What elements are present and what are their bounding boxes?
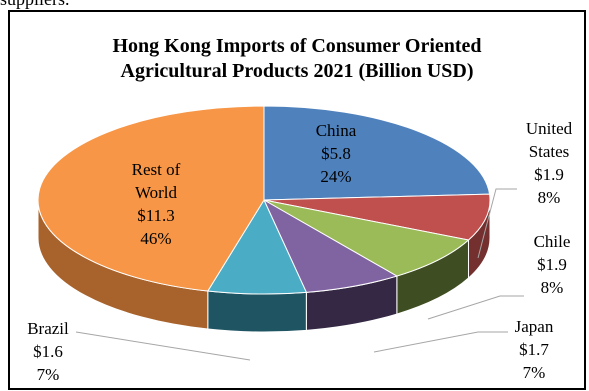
pie-side-brazil bbox=[207, 290, 307, 333]
leader-line-united-states bbox=[477, 188, 517, 259]
chart-title: Hong Kong Imports of Consumer Oriented A… bbox=[10, 34, 584, 84]
chart-frame: Hong Kong Imports of Consumer Oriented A… bbox=[8, 10, 586, 390]
slice-label-row-value: $11.3 bbox=[137, 206, 175, 225]
slice-label-brazil-percent: 7% bbox=[36, 365, 60, 384]
leader-line-brazil bbox=[75, 331, 251, 361]
pie-slice-united-states bbox=[263, 193, 491, 241]
slice-label-chile-value: $1.9 bbox=[537, 255, 567, 274]
chart-title-line-1: Hong Kong Imports of Consumer Oriented bbox=[112, 35, 482, 57]
slice-label-japan-value: $1.7 bbox=[519, 340, 549, 359]
leader-line-japan bbox=[373, 331, 508, 353]
slice-label-chile-percent: 8% bbox=[540, 278, 564, 297]
slice-label-china-percent: 24% bbox=[320, 167, 352, 186]
slice-label-brazil-name: Brazil bbox=[27, 319, 69, 338]
slice-label-united-states: United States $1.9 8% bbox=[516, 117, 582, 209]
leader-lines bbox=[75, 188, 524, 361]
pie-slice-rest-of-world bbox=[37, 105, 265, 292]
slice-label-chile: Chile $1.9 8% bbox=[524, 230, 580, 299]
slice-label-japan-percent: 7% bbox=[522, 363, 546, 382]
chart-title-line-2: Agricultural Products 2021 (Billion USD) bbox=[120, 60, 474, 82]
preceding-text: suppliers. bbox=[0, 0, 70, 10]
slice-label-china: China $5.8 24% bbox=[298, 119, 374, 188]
slice-label-row-name-2: World bbox=[134, 183, 178, 202]
pie-slice-chile bbox=[263, 199, 470, 277]
slice-label-china-name: China bbox=[315, 121, 357, 140]
slice-label-china-value: $5.8 bbox=[321, 144, 351, 163]
slice-label-japan-name: Japan bbox=[514, 317, 554, 336]
slice-label-japan: Japan $1.7 7% bbox=[506, 315, 562, 384]
pie-slice-china bbox=[263, 105, 491, 201]
slice-label-brazil-value: $1.6 bbox=[33, 342, 63, 361]
slice-label-us-name-2: States bbox=[528, 142, 570, 161]
slice-label-us-percent: 8% bbox=[537, 188, 561, 207]
slice-label-chile-name: Chile bbox=[533, 232, 571, 251]
slice-label-rest-of-world: Rest of World $11.3 46% bbox=[110, 158, 202, 250]
slice-label-row-percent: 46% bbox=[140, 229, 172, 248]
slice-label-row-name-1: Rest of bbox=[131, 160, 181, 179]
leader-line-chile bbox=[427, 295, 524, 320]
pie-slices bbox=[37, 105, 491, 295]
slice-label-us-value: $1.9 bbox=[534, 165, 564, 184]
slice-label-brazil: Brazil $1.6 7% bbox=[18, 317, 78, 386]
pie-chart bbox=[37, 105, 524, 361]
slice-label-us-name-1: United bbox=[525, 119, 573, 138]
